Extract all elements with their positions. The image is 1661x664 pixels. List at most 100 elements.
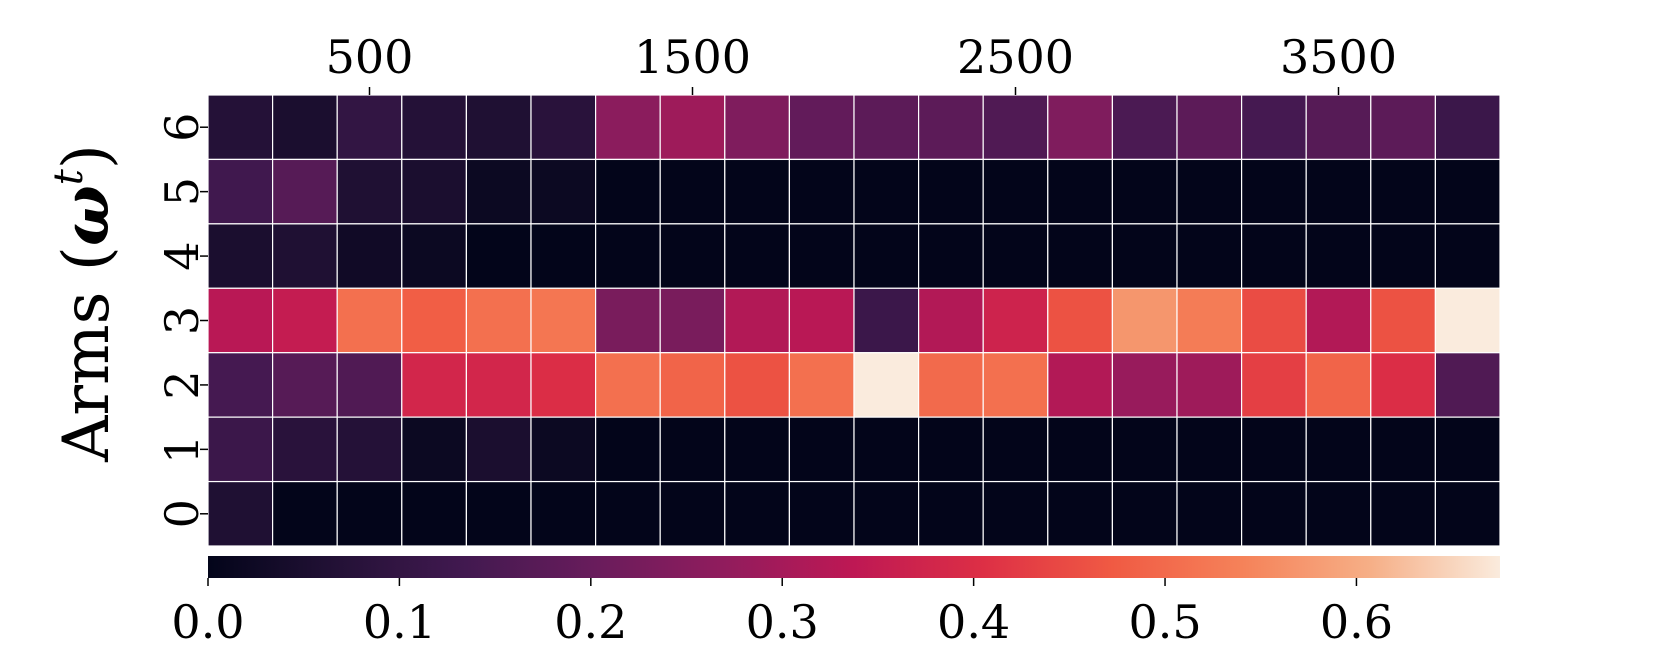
- heatmap-cell-3-5: [530, 287, 597, 354]
- heatmap-cell-3-19: [1434, 287, 1501, 354]
- heatmap-cell-4-0: [207, 223, 274, 289]
- colorbar: [208, 556, 1500, 578]
- heatmap-cell-3-13: [1047, 287, 1114, 354]
- y-axis-label-symbol: ω: [49, 185, 124, 246]
- heatmap-cell-3-14: [1111, 287, 1178, 354]
- heatmap-cell-4-14: [1111, 223, 1178, 289]
- heatmap-cell-2-12: [982, 352, 1049, 418]
- heatmap-cell-1-15: [1176, 416, 1243, 483]
- heatmap-cell-2-18: [1370, 352, 1437, 418]
- heatmap-cell-4-18: [1370, 223, 1437, 289]
- colorbar-ticks: 0.0 0.1 0.2 0.3 0.4 0.5 0.6: [171, 578, 1393, 649]
- heatmap-cell-2-15: [1176, 352, 1243, 418]
- heatmap-cell-5-18: [1370, 158, 1437, 225]
- heatmap-cell-1-14: [1111, 416, 1178, 483]
- heatmap-cell-4-8: [724, 223, 790, 289]
- heatmap-cell-6-10: [853, 94, 920, 161]
- heatmap-cell-0-5: [530, 480, 597, 547]
- heatmap-cell-5-9: [788, 158, 855, 225]
- heatmap-cell-0-17: [1305, 480, 1372, 547]
- y-tick-label: 6: [155, 113, 209, 142]
- heatmap-cell-6-9: [788, 94, 855, 161]
- heatmap-cell-0-14: [1111, 480, 1178, 547]
- heatmap-cell-0-13: [1047, 480, 1114, 547]
- heatmap-cell-6-17: [1305, 94, 1372, 161]
- heatmap-cell-2-6: [594, 352, 661, 418]
- heatmap-cell-0-7: [659, 480, 726, 547]
- heatmap-cell-2-7: [659, 352, 726, 418]
- heatmap-cell-1-8: [724, 416, 790, 483]
- heatmap-cell-5-13: [1047, 158, 1114, 225]
- heatmap-cell-2-9: [788, 352, 855, 418]
- heatmap-cell-0-8: [724, 480, 790, 547]
- heatmap-cell-4-16: [1240, 223, 1307, 289]
- heatmap-cell-5-10: [853, 158, 920, 225]
- heatmap-cell-4-9: [788, 223, 855, 289]
- heatmap-cell-1-1: [272, 416, 338, 483]
- heatmap-cell-0-2: [336, 480, 403, 547]
- heatmap-cell-4-5: [530, 223, 597, 289]
- heatmap-cell-1-11: [917, 416, 984, 483]
- x-tick-label: 3500: [1280, 30, 1397, 84]
- colorbar-tick-label: 0.5: [1128, 595, 1201, 649]
- y-tick-label: 3: [155, 306, 209, 335]
- heatmap-cell-5-14: [1111, 158, 1178, 225]
- heatmap-cell-3-11: [917, 287, 984, 354]
- y-tick-label: 0: [155, 499, 209, 528]
- heatmap-cell-0-4: [465, 480, 532, 547]
- heatmap-cell-5-8: [724, 158, 790, 225]
- heatmap-cell-6-7: [659, 94, 726, 161]
- heatmap-cell-3-7: [659, 287, 726, 354]
- heatmap-cell-6-0: [207, 94, 274, 161]
- heatmap-cell-5-6: [594, 158, 661, 225]
- y-tick-label: 4: [155, 241, 209, 270]
- heatmap-cell-2-8: [724, 352, 790, 418]
- heatmap-cell-4-19: [1434, 223, 1501, 289]
- heatmap-cell-2-0: [207, 352, 274, 418]
- heatmap-cell-2-14: [1111, 352, 1178, 418]
- x-tick-label: 500: [326, 30, 414, 84]
- heatmap-cell-3-16: [1240, 287, 1307, 354]
- heatmap-cell-3-15: [1176, 287, 1243, 354]
- heatmap-cell-0-11: [917, 480, 984, 547]
- colorbar-tick-label: 0.2: [554, 595, 627, 649]
- heatmap-cell-1-17: [1305, 416, 1372, 483]
- heatmap-cell-0-18: [1370, 480, 1437, 547]
- heatmap-cell-3-6: [594, 287, 661, 354]
- heatmap-cell-5-17: [1305, 158, 1372, 225]
- heatmap-cell-3-2: [336, 287, 403, 354]
- heatmap-cell-3-3: [401, 287, 467, 354]
- heatmap-cells: [207, 94, 1501, 547]
- heatmap-cell-3-9: [788, 287, 855, 354]
- heatmap-cell-3-8: [724, 287, 790, 354]
- heatmap-cell-1-13: [1047, 416, 1114, 483]
- heatmap-cell-5-11: [917, 158, 984, 225]
- heatmap-cell-2-16: [1240, 352, 1307, 418]
- heatmap-cell-5-2: [336, 158, 403, 225]
- heatmap-cell-6-3: [401, 94, 467, 161]
- heatmap-cell-0-15: [1176, 480, 1243, 547]
- heatmap-cell-6-6: [594, 94, 661, 161]
- heatmap-cell-4-12: [982, 223, 1049, 289]
- heatmap-cell-2-5: [530, 352, 597, 418]
- heatmap-cell-2-10: [853, 352, 920, 418]
- heatmap-cell-6-2: [336, 94, 403, 161]
- heatmap-cell-5-16: [1240, 158, 1307, 225]
- heatmap-cell-1-3: [401, 416, 467, 483]
- x-tick-label: 2500: [957, 30, 1074, 84]
- x-tick-label: 1500: [634, 30, 751, 84]
- heatmap-cell-2-13: [1047, 352, 1114, 418]
- heatmap-cell-6-12: [982, 94, 1049, 161]
- heatmap-cell-5-12: [982, 158, 1049, 225]
- heatmap-cell-6-11: [917, 94, 984, 161]
- heatmap-cell-1-19: [1434, 416, 1501, 483]
- heatmap-cell-5-7: [659, 158, 726, 225]
- heatmap-cell-6-13: [1047, 94, 1114, 161]
- heatmap-cell-3-12: [982, 287, 1049, 354]
- heatmap-cell-3-17: [1305, 287, 1372, 354]
- y-tick-label: 5: [155, 177, 209, 206]
- heatmap-cell-5-1: [272, 158, 338, 225]
- y-tick-label: 2: [155, 370, 209, 399]
- heatmap-cell-6-18: [1370, 94, 1437, 161]
